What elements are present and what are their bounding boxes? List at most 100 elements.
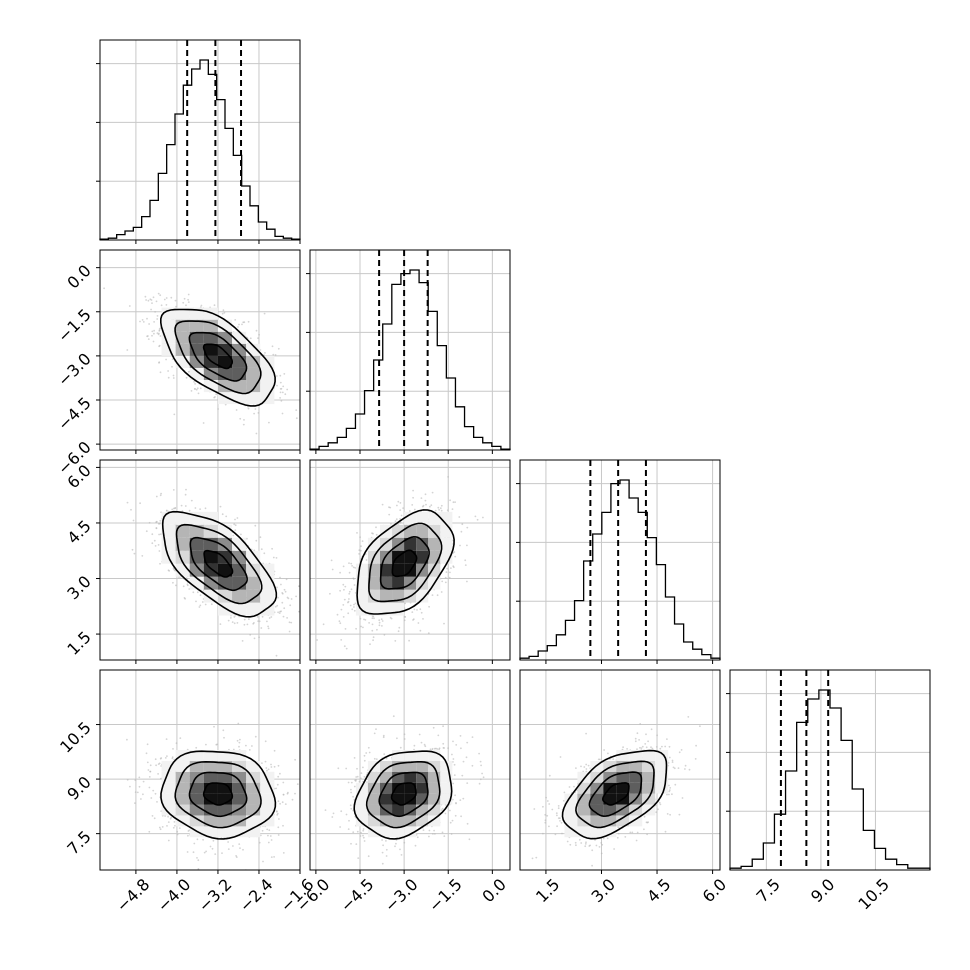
density-cell — [416, 760, 429, 772]
x-tick-label: 3.0 — [588, 875, 619, 906]
density-cell — [616, 760, 630, 772]
density-cell — [404, 750, 417, 761]
density-cell — [380, 771, 393, 783]
density-cell — [392, 793, 405, 805]
density-cell — [189, 563, 204, 577]
density-cell — [260, 815, 275, 827]
density-cell — [175, 331, 190, 344]
density-cell — [203, 563, 218, 577]
density-cell — [440, 537, 453, 551]
density-cell — [428, 771, 441, 783]
contour-line — [390, 782, 417, 806]
density-cell — [629, 750, 643, 761]
density-cell — [367, 804, 380, 816]
density-cell — [217, 550, 233, 564]
contour-line — [174, 760, 262, 829]
density-cell — [404, 826, 417, 838]
density-cell — [175, 782, 190, 794]
density-cell — [392, 563, 405, 577]
density-cell — [416, 550, 429, 564]
density-cell — [564, 793, 578, 805]
density-cell — [367, 602, 380, 616]
contour-line — [161, 510, 278, 618]
density-cell — [217, 771, 233, 783]
density-cell — [440, 771, 453, 783]
density-cell — [380, 815, 393, 827]
density-cell — [367, 771, 380, 783]
density-cell — [577, 782, 591, 794]
density-cell — [260, 782, 275, 794]
density-cell — [404, 804, 417, 816]
density-cell — [380, 760, 393, 772]
density-cell — [217, 815, 233, 827]
density-cell — [577, 826, 591, 838]
density-cell — [392, 760, 405, 772]
density-cell — [590, 804, 604, 816]
density-cell — [355, 804, 368, 816]
histogram-bars — [99, 59, 301, 240]
density-cell — [642, 750, 656, 761]
histogram-frame — [729, 669, 931, 871]
density-cell — [203, 367, 218, 380]
density-cell — [428, 782, 441, 794]
density-cell — [616, 771, 630, 783]
density-cell — [616, 815, 630, 827]
density-cell — [416, 537, 429, 551]
density-cell — [161, 804, 176, 816]
density-cell — [404, 550, 417, 564]
density-cell — [246, 550, 261, 564]
density-cell — [428, 563, 441, 577]
panel-content — [520, 670, 720, 870]
density-cell — [428, 750, 441, 761]
density-cell — [440, 550, 453, 564]
panel-frame — [99, 249, 301, 451]
density-cell — [428, 524, 441, 538]
y-tick-label: 1.5 — [63, 627, 94, 658]
contour-line — [202, 343, 233, 370]
contour-line — [391, 549, 418, 578]
density-cell — [203, 307, 218, 320]
density-cell — [380, 782, 393, 794]
density-cell — [246, 392, 261, 405]
density-cell — [217, 804, 233, 816]
density-cell — [380, 589, 393, 603]
density-cell — [416, 793, 429, 805]
x-tick-label: 4.5 — [643, 875, 674, 906]
density-cell — [642, 782, 656, 794]
density-cell — [246, 771, 261, 783]
contour-line — [188, 771, 248, 818]
histogram-frame — [99, 39, 301, 241]
density-cell — [203, 771, 218, 783]
density-cell — [416, 815, 429, 827]
y-tick-label: −4.5 — [54, 393, 95, 434]
histogram-background — [310, 250, 510, 450]
density-cell — [440, 793, 453, 805]
density-cell — [217, 343, 233, 356]
density-cell — [232, 602, 247, 616]
density-cell — [392, 524, 405, 538]
density-cell — [189, 537, 204, 551]
y-tick-label: 10.5 — [56, 718, 95, 757]
scatter-panel-1-0 — [96, 249, 301, 454]
density-cell — [380, 563, 393, 577]
density-cell — [246, 576, 261, 590]
x-tick-label: −4.5 — [337, 875, 378, 916]
histogram-background — [520, 460, 720, 660]
density-cell — [161, 771, 176, 783]
density-cell — [440, 760, 453, 772]
density-cell — [404, 511, 417, 525]
density-cell — [404, 760, 417, 772]
y-tick-label: 7.5 — [63, 827, 94, 858]
density-cell — [161, 343, 176, 356]
contour-line — [378, 771, 429, 818]
density-cell — [404, 771, 417, 783]
density-cell — [416, 782, 429, 794]
scatter-panel-2-1 — [309, 459, 511, 664]
panel-content — [100, 670, 300, 870]
density-cell — [217, 563, 233, 577]
density-cell — [232, 380, 247, 393]
density-cell — [203, 815, 218, 827]
density-cell — [246, 826, 261, 838]
x-tick-label: −4.0 — [154, 875, 195, 916]
density-cell — [246, 367, 261, 380]
